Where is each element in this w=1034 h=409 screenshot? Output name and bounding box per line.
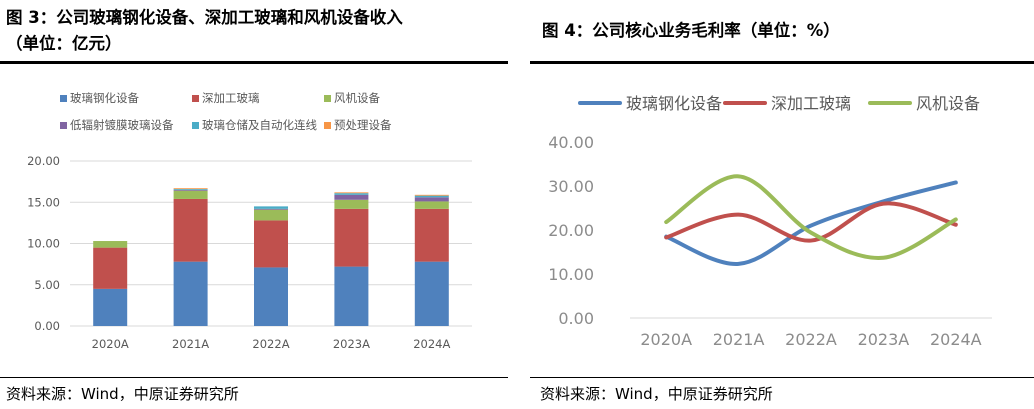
x-tick-label: 2021A xyxy=(713,330,765,349)
bar-segment xyxy=(334,194,369,200)
bar-segment xyxy=(414,197,449,202)
legend-label: 玻璃钢化设备 xyxy=(626,94,722,113)
bar-segment xyxy=(334,208,369,267)
line-chart: 玻璃钢化设备 深加工玻璃 风机设备 0.00 10.00 20.00 30.00 40.00 2… xyxy=(548,94,992,349)
bar-segment xyxy=(414,201,449,209)
y-tick-label: 20.00 xyxy=(27,154,60,168)
bar-segment xyxy=(254,208,288,210)
y-tick-label: 0.00 xyxy=(34,319,60,333)
source-note: 资料来源：Wind，中原证券研究所 xyxy=(540,385,773,403)
bar-segment xyxy=(414,261,449,326)
legend-label: 风机设备 xyxy=(334,91,380,105)
bar-segment xyxy=(254,267,288,326)
bar-segment xyxy=(173,198,208,262)
source-rule xyxy=(530,377,1034,378)
series-line xyxy=(664,174,958,260)
bar-segment xyxy=(173,188,208,190)
figure-title: 图 4：公司核心业务毛利率（单位：%） xyxy=(542,21,840,40)
bar-segment xyxy=(173,189,208,190)
bar-segment xyxy=(414,194,449,196)
bar-segment xyxy=(334,266,369,326)
y-tick-label: 10.00 xyxy=(27,237,60,251)
legend-swatch xyxy=(192,95,199,102)
x-tick-label: 2023A xyxy=(333,337,370,351)
figure-title-unit: （单位：亿元） xyxy=(6,34,122,53)
bar-segment xyxy=(93,247,128,289)
bar-segment xyxy=(173,190,208,199)
bar-segment xyxy=(334,199,369,209)
legend-swatch xyxy=(60,122,67,129)
bar-segment xyxy=(414,208,449,262)
series-line xyxy=(664,201,958,243)
bar-segment xyxy=(93,241,128,248)
y-tick-label: 30.00 xyxy=(548,177,594,196)
legend-label: 低辐射镀膜玻璃设备 xyxy=(70,118,174,132)
source-rule xyxy=(0,377,508,378)
bar-segment xyxy=(334,193,369,195)
bar-segment xyxy=(334,192,369,194)
right-figure: 图 4：公司核心业务毛利率（单位：%） 玻璃钢化设备 深加工玻璃 风机设备 0.00 1… xyxy=(530,0,1034,409)
legend-label: 深加工玻璃 xyxy=(771,94,851,113)
title-rule xyxy=(530,61,1034,64)
legend-swatch xyxy=(324,122,331,129)
legend-label: 深加工玻璃 xyxy=(202,91,260,105)
x-tick-label: 2020A xyxy=(640,330,692,349)
bar-segment xyxy=(173,189,208,191)
bar-segment xyxy=(254,206,288,209)
bar-segment xyxy=(173,261,208,326)
y-tick-label: 40.00 xyxy=(548,133,594,152)
y-tick-label: 0.00 xyxy=(558,309,594,328)
x-tick-label: 2021A xyxy=(172,337,209,351)
legend-swatch xyxy=(324,95,331,102)
legend-label: 玻璃钢化设备 xyxy=(70,91,139,105)
series-line xyxy=(664,180,958,266)
y-tick-label: 5.00 xyxy=(34,278,60,292)
x-tick-label: 2022A xyxy=(785,330,837,349)
source-note: 资料来源：Wind，中原证券研究所 xyxy=(6,385,239,403)
y-tick-label: 15.00 xyxy=(27,195,60,209)
legend-label: 玻璃仓储及自动化连线 xyxy=(202,118,317,132)
x-tick-label: 2023A xyxy=(858,330,910,349)
x-tick-label: 2024A xyxy=(930,330,982,349)
bar-segment xyxy=(93,288,128,326)
bar-segment xyxy=(414,195,449,198)
y-tick-label: 10.00 xyxy=(548,265,594,284)
x-tick-label: 2022A xyxy=(252,337,289,351)
x-tick-label: 2020A xyxy=(92,337,129,351)
legend-label: 风机设备 xyxy=(916,94,980,113)
x-tick-label: 2024A xyxy=(413,337,450,351)
legend-swatch xyxy=(60,95,67,102)
legend-label: 预处理设备 xyxy=(334,118,392,132)
bar-segment xyxy=(254,209,288,221)
left-figure: 图 3：公司玻璃钢化设备、深加工玻璃和风机设备收入 （单位：亿元） 玻璃钢化设备… xyxy=(0,0,508,409)
figure-title: 图 3：公司玻璃钢化设备、深加工玻璃和风机设备收入 xyxy=(6,8,403,27)
bar-segment xyxy=(254,220,288,268)
legend-swatch xyxy=(192,122,199,129)
title-rule xyxy=(0,61,508,64)
y-tick-label: 20.00 xyxy=(548,221,594,240)
